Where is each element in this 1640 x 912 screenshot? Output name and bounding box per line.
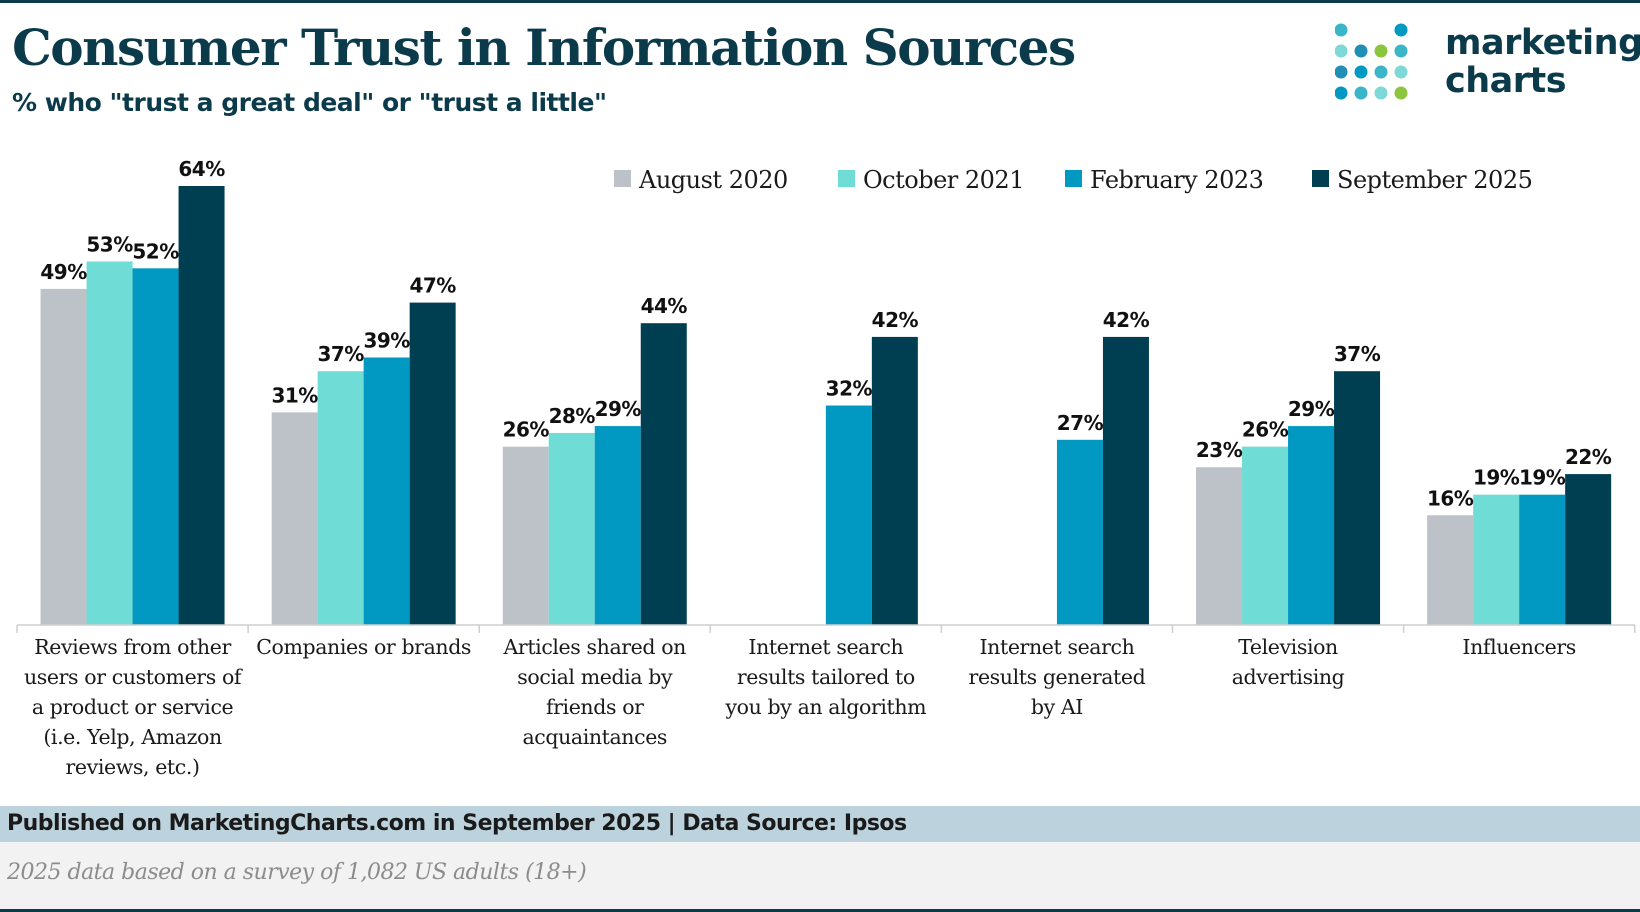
logo-dot bbox=[1374, 86, 1388, 100]
bar-february-2023 bbox=[1056, 439, 1103, 625]
bar-august-2020 bbox=[40, 288, 87, 625]
bar-value-label: 64% bbox=[178, 157, 225, 181]
category-label: Influencers bbox=[1462, 635, 1576, 659]
bar-value-label: 53% bbox=[86, 232, 133, 256]
bar-value-label: 32% bbox=[826, 377, 873, 401]
bar-chart: August 2020 October 2021 February 2023 Sept… bbox=[16, 157, 1636, 779]
x-axis-category-labels: Reviews from other users or customers of a… bbox=[24, 635, 1576, 779]
bar-value-label: 29% bbox=[595, 397, 642, 421]
bar-value-label: 26% bbox=[1242, 418, 1289, 442]
logo-dot bbox=[1335, 44, 1348, 58]
bar-value-label: 26% bbox=[503, 418, 550, 442]
logo-dot bbox=[1335, 86, 1348, 100]
bar-value-label: 44% bbox=[641, 294, 688, 318]
bar-value-label: 37% bbox=[1334, 342, 1381, 366]
category-label: Internet search results tailored to you by… bbox=[725, 635, 927, 719]
bar-value-label: 31% bbox=[271, 383, 318, 407]
footer-published-text: Published on MarketingCharts.com in Sept… bbox=[7, 811, 907, 836]
category-label: Reviews from other users or customers of a… bbox=[24, 635, 243, 779]
legend-swatch bbox=[1065, 170, 1082, 187]
bar-october-2021 bbox=[317, 371, 364, 625]
bottom-rule bbox=[0, 909, 1640, 912]
chart-value-labels: 49%53% 52%64%31%37%39%47%26%28% 29%44%32%4… bbox=[40, 157, 1612, 510]
logo-dot bbox=[1374, 65, 1388, 79]
bar-value-label: 19% bbox=[1473, 466, 1520, 490]
footer-survey-note: 2025 data based on a survey of 1,082 US … bbox=[7, 860, 587, 885]
bar-february-2023 bbox=[1288, 426, 1335, 625]
bar-august-2020 bbox=[1196, 467, 1243, 625]
logo-dot bbox=[1354, 44, 1368, 58]
category-label: Internet search results generated by AI bbox=[969, 635, 1146, 719]
bar-october-2021 bbox=[1242, 446, 1289, 625]
bar-value-label: 52% bbox=[132, 239, 179, 263]
bar-value-label: 27% bbox=[1057, 411, 1104, 435]
x-axis-ticks bbox=[16, 625, 1636, 633]
logo-dot bbox=[1354, 65, 1368, 79]
bar-value-label: 47% bbox=[409, 274, 456, 298]
category-label: Articles shared on social media by friends… bbox=[503, 635, 687, 749]
legend-label: October 2021 bbox=[863, 166, 1024, 194]
marketingcharts-logo[interactable]: marketing charts bbox=[1335, 20, 1640, 105]
bar-february-2023 bbox=[1519, 494, 1566, 625]
legend-label: August 2020 bbox=[638, 166, 788, 194]
bar-september-2025 bbox=[640, 323, 687, 625]
bar-october-2021 bbox=[86, 261, 133, 625]
bar-value-label: 42% bbox=[1103, 308, 1150, 332]
top-rule bbox=[0, 0, 1640, 3]
bar-value-label: 29% bbox=[1288, 397, 1335, 421]
logo-dot bbox=[1394, 23, 1408, 37]
bar-august-2020 bbox=[271, 412, 318, 625]
logo-word-marketing: marketing bbox=[1445, 23, 1640, 63]
bar-value-label: 37% bbox=[317, 342, 364, 366]
logo-dot bbox=[1394, 86, 1408, 100]
bar-value-label: 39% bbox=[363, 328, 410, 352]
bar-september-2025 bbox=[871, 336, 918, 625]
legend-swatch bbox=[838, 170, 855, 187]
logo-word-charts: charts bbox=[1445, 61, 1567, 101]
logo-dot bbox=[1394, 65, 1408, 79]
bar-value-label: 49% bbox=[40, 260, 87, 284]
bar-february-2023 bbox=[363, 357, 410, 625]
logo-wordmark: marketing charts bbox=[1445, 24, 1640, 100]
legend-swatch bbox=[1312, 170, 1329, 187]
bar-value-label: 23% bbox=[1196, 438, 1243, 462]
logo-dot bbox=[1335, 65, 1348, 79]
category-label: Television advertising bbox=[1232, 635, 1345, 689]
bar-value-label: 22% bbox=[1565, 445, 1612, 469]
footer-note-bar: 2025 data based on a survey of 1,082 US … bbox=[0, 842, 1640, 909]
logo-dot bbox=[1394, 44, 1408, 58]
logo-dot bbox=[1374, 44, 1388, 58]
logo-dot bbox=[1335, 23, 1348, 37]
footer-source-bar: Published on MarketingCharts.com in Sept… bbox=[0, 806, 1640, 842]
bar-value-label: 16% bbox=[1427, 486, 1474, 510]
chart-subtitle: % who "trust a great deal" or "trust a l… bbox=[12, 88, 607, 117]
bar-february-2023 bbox=[825, 405, 872, 625]
legend-label: September 2025 bbox=[1337, 166, 1532, 194]
bar-august-2020 bbox=[502, 446, 549, 625]
bar-september-2025 bbox=[1334, 371, 1381, 625]
logo-dots-icon bbox=[1335, 23, 1408, 100]
chart-bars bbox=[40, 186, 1612, 625]
bar-september-2025 bbox=[409, 302, 456, 625]
legend-swatch bbox=[614, 170, 631, 187]
legend-label: February 2023 bbox=[1090, 166, 1263, 194]
logo-dot bbox=[1354, 86, 1368, 100]
bar-value-label: 19% bbox=[1519, 466, 1566, 490]
bar-value-label: 28% bbox=[549, 404, 596, 428]
bar-september-2025 bbox=[178, 186, 225, 625]
bar-september-2025 bbox=[1565, 474, 1612, 625]
bar-october-2021 bbox=[548, 432, 595, 625]
bar-february-2023 bbox=[132, 268, 179, 625]
bar-value-label: 42% bbox=[872, 308, 919, 332]
chart-legend: August 2020 October 2021 February 2023 Sept… bbox=[614, 166, 1533, 194]
bar-october-2021 bbox=[1473, 494, 1520, 625]
chart-title: Consumer Trust in Information Sources bbox=[12, 18, 1076, 77]
bar-february-2023 bbox=[594, 426, 641, 625]
bar-august-2020 bbox=[1427, 515, 1474, 625]
category-label: Companies or brands bbox=[256, 635, 471, 659]
bar-september-2025 bbox=[1102, 336, 1149, 625]
